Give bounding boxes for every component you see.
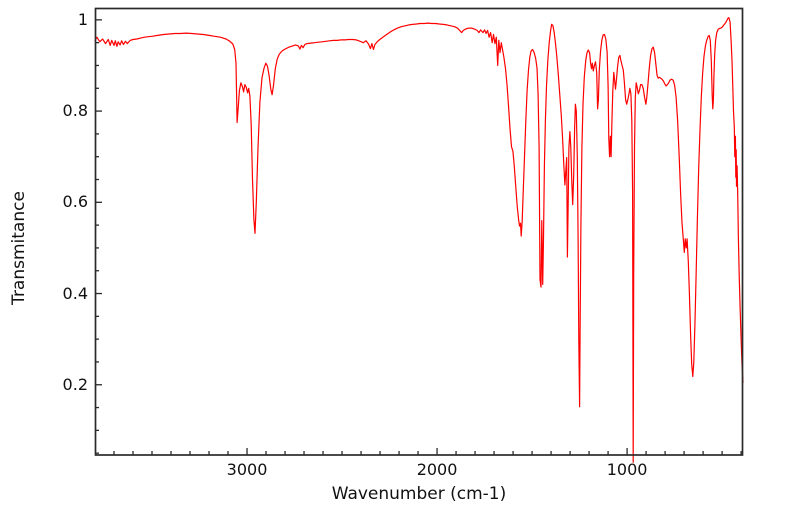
spectrum-line xyxy=(94,17,744,463)
y-tick-label: 0.8 xyxy=(62,101,88,121)
x-tick-label: 3000 xyxy=(226,460,268,479)
axis-ticks xyxy=(95,19,742,455)
x-tick-label: 2000 xyxy=(416,460,458,479)
y-tick-label: 0.6 xyxy=(62,192,88,212)
plot-border xyxy=(94,7,744,456)
x-axis-label: Wavenumber (cm-1) xyxy=(331,484,507,504)
x-tick-label: 1000 xyxy=(606,460,648,479)
y-tick-label: 0.4 xyxy=(62,283,88,303)
y-tick-label: 0.2 xyxy=(62,374,88,394)
y-axis-label: Transmitance xyxy=(9,191,29,305)
y-tick-label: 1 xyxy=(77,9,88,29)
